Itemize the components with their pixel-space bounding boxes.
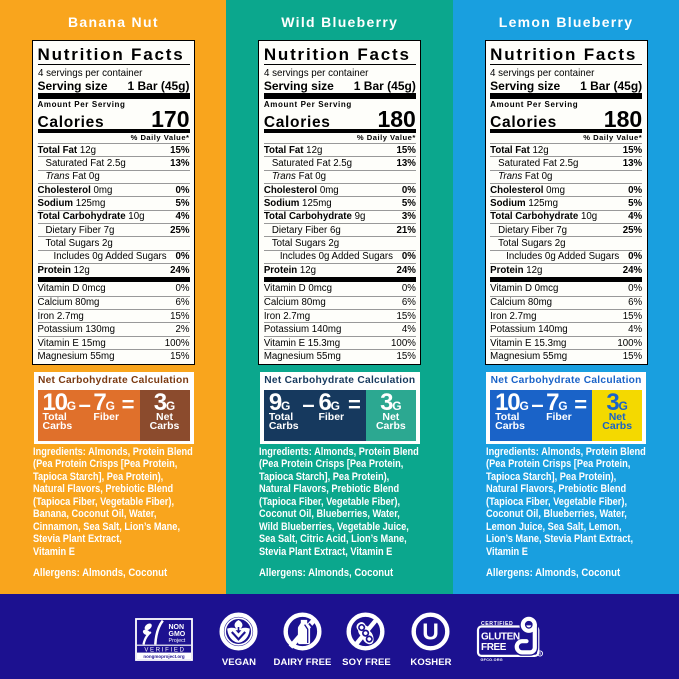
svg-text:FREE: FREE [481,642,507,653]
svg-text:NON: NON [169,624,185,631]
svg-text:U: U [422,619,439,645]
svg-text:GMO: GMO [169,631,186,638]
svg-text:CERTIFIED: CERTIFIED [481,621,513,627]
svg-text:R: R [539,651,542,656]
svg-text:Project: Project [169,638,186,644]
svg-text:nongmoproject.org: nongmoproject.org [143,654,184,659]
svg-text:GLUTEN: GLUTEN [481,632,520,643]
svg-text:GFCO.ORG: GFCO.ORG [481,658,503,662]
svg-text:VERIFIED: VERIFIED [144,647,185,653]
